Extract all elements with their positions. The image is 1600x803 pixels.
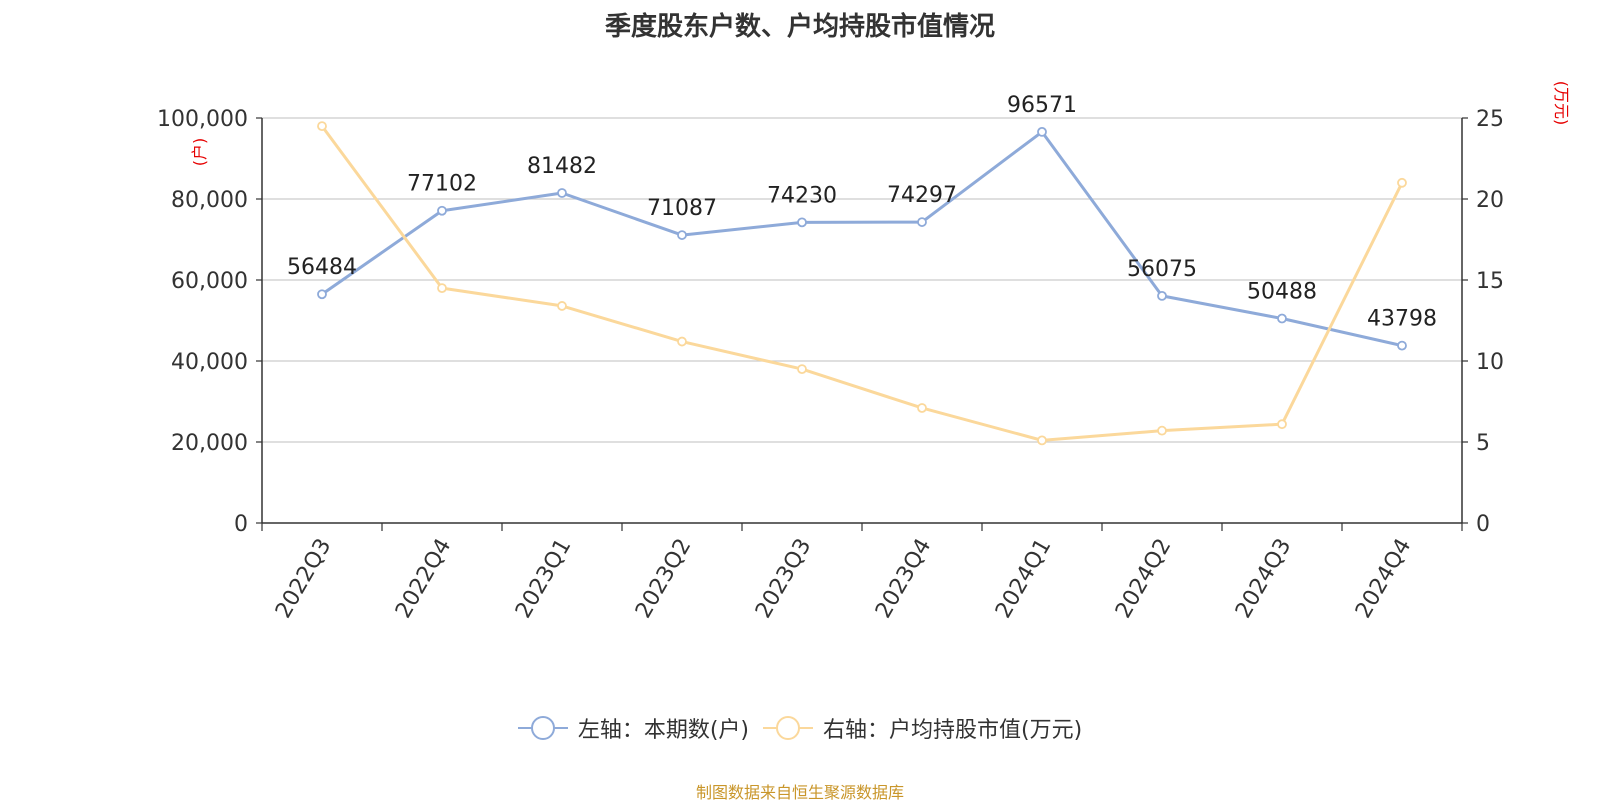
legend-marker-households <box>517 715 568 741</box>
series <box>317 121 1407 446</box>
data-point-avg-value <box>317 121 327 131</box>
x-axis-tick-label: 2022Q4 <box>391 535 456 623</box>
data-label-households: 74230 <box>767 183 837 208</box>
data-point-avg-value <box>1277 419 1287 430</box>
data-label-households: 71087 <box>647 196 717 221</box>
x-axis-tick-label: 2023Q4 <box>871 535 936 623</box>
series-line-avg-value <box>320 125 1404 442</box>
right-axis-tick-label: 25 <box>1476 107 1504 132</box>
data-point-households <box>677 230 687 240</box>
right-axis-unit-label: (万元) <box>1552 81 1571 126</box>
x-axis-tick-label: 2023Q3 <box>751 535 816 623</box>
legend-label-avg-value: 右轴：户均持股市值(万元) <box>823 718 1083 743</box>
x-axis-tick-label: 2024Q3 <box>1231 535 1296 623</box>
data-point-avg-value <box>557 301 567 311</box>
x-axis-tick-label: 2024Q2 <box>1111 535 1176 623</box>
source-note: 制图数据来自恒生聚源数据库 <box>695 783 904 802</box>
data-point-households <box>437 205 447 216</box>
data-point-avg-value <box>1397 177 1407 188</box>
data-labels: 56484 77102 81482 71087 74230 74297 96571 56075… <box>287 93 1437 332</box>
data-point-avg-value <box>1037 435 1047 446</box>
right-axis-tick-label: 5 <box>1476 431 1490 456</box>
data-point-households <box>1157 290 1167 301</box>
data-label-households: 77102 <box>407 172 477 197</box>
data-point-households <box>1397 340 1407 351</box>
data-point-households <box>1277 313 1287 324</box>
legend-label-households: 左轴：本期数(户) <box>577 718 749 743</box>
data-label-households: 56075 <box>1127 257 1197 282</box>
left-axis-tick-label: 20,000 <box>171 431 248 456</box>
data-point-households <box>797 217 807 228</box>
data-label-households: 81482 <box>527 154 597 179</box>
legend: 左轴：本期数(户) 右轴：户均持股市值(万元) <box>0 712 1600 744</box>
left-axis-tick-label: 0 <box>234 512 248 537</box>
x-axis-tick-label: 2024Q4 <box>1351 535 1416 623</box>
data-point-households <box>1037 126 1047 137</box>
right-axis-tick-label: 20 <box>1476 188 1504 213</box>
data-point-households <box>917 217 927 227</box>
x-axis-tick-label: 2023Q1 <box>511 535 576 623</box>
x-axis-tick-label: 2022Q3 <box>271 535 336 623</box>
x-axis-tick-label: 2024Q1 <box>991 535 1056 623</box>
data-point-avg-value <box>1157 425 1167 436</box>
right-axis-tick-label: 0 <box>1476 512 1490 537</box>
data-label-households: 50488 <box>1247 280 1317 305</box>
data-label-households: 56484 <box>287 255 357 280</box>
left-axis-tick-label: 40,000 <box>171 350 248 375</box>
data-point-avg-value <box>677 336 687 347</box>
right-axis-tick-label: 10 <box>1476 350 1504 375</box>
x-axis-tick-label: 2023Q2 <box>631 535 696 623</box>
legend-item-households[interactable]: 左轴：本期数(户) <box>517 712 749 744</box>
left-axis-unit-label: (户) <box>190 138 209 167</box>
left-axis-tick-label: 60,000 <box>171 269 248 294</box>
data-label-households: 43798 <box>1367 307 1437 332</box>
right-axis-tick-label: 15 <box>1476 269 1504 294</box>
series-line-households <box>321 130 1403 348</box>
legend-marker-avg-value <box>763 715 813 741</box>
data-point-avg-value <box>797 364 807 375</box>
data-label-households: 74297 <box>887 183 957 208</box>
legend-item-avg-value[interactable]: 右轴：户均持股市值(万元) <box>763 712 1082 744</box>
data-point-households <box>557 188 567 198</box>
left-axis-tick-label: 80,000 <box>171 188 248 213</box>
gridlines <box>262 117 1462 443</box>
axes: 0 20,000 40,000 60,000 80,000 100,000 0 5 10 15 20… <box>157 81 1571 623</box>
data-point-avg-value <box>437 283 447 294</box>
data-label-households: 96571 <box>1007 93 1077 118</box>
data-point-households <box>317 289 327 300</box>
chart-title: 季度股东户数、户均持股市值情况 <box>604 12 995 42</box>
left-axis-tick-label: 100,000 <box>157 107 248 132</box>
data-point-avg-value <box>917 403 927 413</box>
